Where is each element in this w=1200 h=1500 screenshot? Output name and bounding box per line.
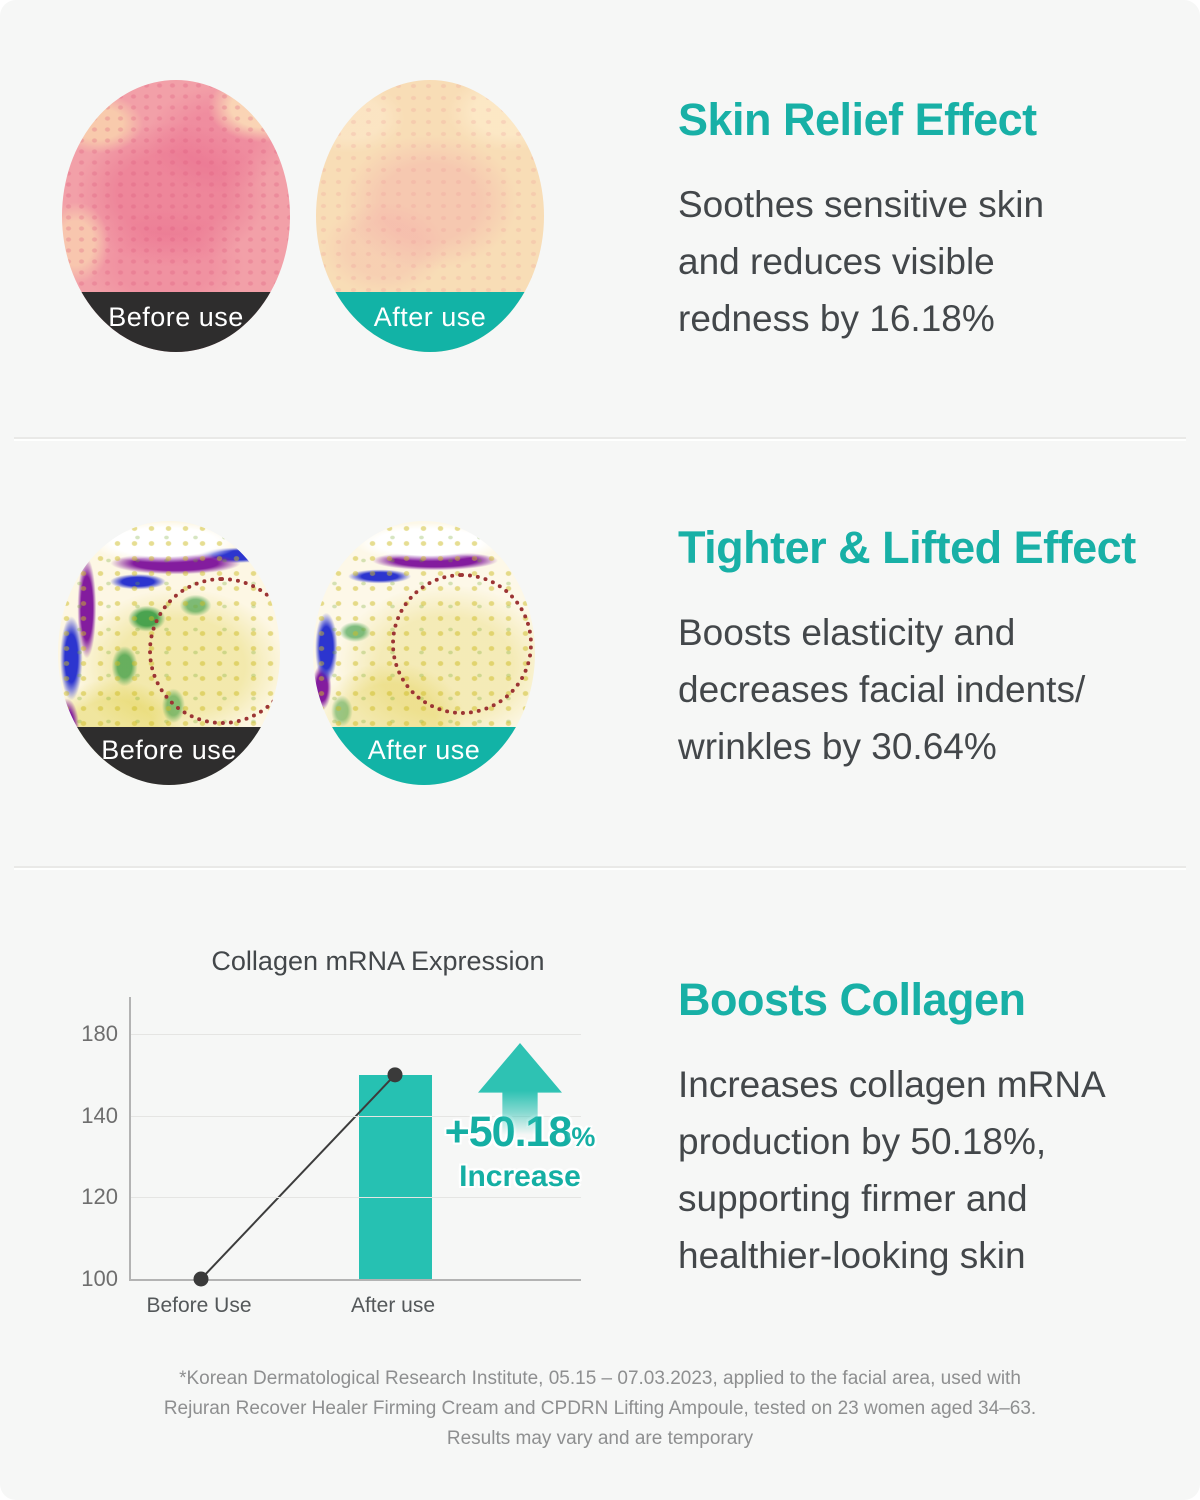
trend-line: [200, 1074, 396, 1280]
section-body: Increases collagen mRNA production by 50…: [678, 1056, 1183, 1284]
after-label: After use: [367, 735, 481, 766]
gridline: [131, 1034, 581, 1035]
y-axis-tick-label: 140: [81, 1102, 118, 1128]
skin-relief-text: Skin Relief Effect Soothes sensitive ski…: [678, 94, 1183, 347]
x-axis-category-label: Before Use: [146, 1294, 252, 1317]
body-line: supporting firmer and: [678, 1177, 1028, 1219]
disclaimer-line: Results may vary and are temporary: [446, 1428, 754, 1449]
body-line: and reduces visible: [678, 240, 995, 282]
section-divider: [14, 437, 1186, 439]
after-label: After use: [373, 301, 487, 332]
after-label-band: After use: [316, 292, 544, 352]
dotted-highlight-circle: [148, 577, 280, 725]
body-line: Increases collagen mRNA: [678, 1063, 1106, 1105]
line-overlay: [193, 1067, 403, 1287]
collagen-chart: Collagen mRNA Expression +50.18% Increas…: [81, 938, 650, 1338]
after-label-band: After use: [313, 726, 535, 785]
disclaimer-line: *Korean Dermatological Research Institut…: [179, 1368, 1021, 1389]
before-image-elasticity: Before use: [58, 521, 280, 785]
gridline: [131, 1197, 581, 1199]
section-heading: Boosts Collagen: [678, 974, 1026, 1025]
section-body: Soothes sensitive skin and reduces visib…: [678, 176, 1183, 347]
before-label: Before use: [108, 301, 244, 332]
data-point-before: [193, 1271, 209, 1287]
body-line: wrinkles by 30.64%: [678, 725, 997, 767]
data-point-after: [387, 1067, 403, 1083]
body-line: Boosts elasticity and: [678, 611, 1016, 653]
gridline: [131, 1115, 581, 1117]
body-line: production by 50.18%,: [678, 1120, 1047, 1162]
chart-title: Collagen mRNA Expression: [211, 946, 545, 976]
increase-annotation: +50.18% Increase: [410, 1043, 630, 1194]
percent-sign: %: [571, 1122, 596, 1152]
y-axis-tick-label: 120: [81, 1184, 118, 1210]
tighter-lifted-text: Tighter & Lifted Effect Boosts elasticit…: [678, 522, 1183, 775]
after-image-redness: After use: [316, 80, 544, 352]
after-image-elasticity: After use: [313, 521, 535, 785]
body-line: healthier-looking skin: [678, 1234, 1026, 1276]
y-axis-tick-label: 180: [81, 1021, 118, 1046]
y-axis-tick-label: 100: [81, 1266, 118, 1291]
body-line: Soothes sensitive skin: [678, 183, 1045, 225]
section-divider: [14, 866, 1186, 868]
boosts-collagen-text: Boosts Collagen Increases collagen mRNA …: [678, 974, 1183, 1284]
dotted-highlight-circle: [391, 573, 533, 715]
before-label-band: Before use: [62, 292, 290, 352]
increase-caption: Increase: [459, 1160, 581, 1193]
section-heading: Skin Relief Effect: [678, 94, 1037, 145]
disclaimer-line: Rejuran Recover Healer Firming Cream and…: [163, 1398, 1037, 1419]
body-line: redness by 16.18%: [678, 297, 995, 339]
before-label-band: Before use: [58, 726, 280, 785]
x-axis-category-label: After use: [350, 1294, 436, 1317]
bar-after-use: [358, 1074, 432, 1279]
chart-plot: [129, 997, 581, 1287]
section-heading: Tighter & Lifted Effect: [678, 522, 1136, 573]
body-line: decreases facial indents/: [678, 668, 1086, 710]
disclaimer: *Korean Dermatological Research Institut…: [0, 1364, 1200, 1454]
before-label: Before use: [101, 735, 237, 766]
before-image-redness: Before use: [62, 80, 290, 352]
section-body: Boosts elasticity and decreases facial i…: [678, 604, 1183, 775]
